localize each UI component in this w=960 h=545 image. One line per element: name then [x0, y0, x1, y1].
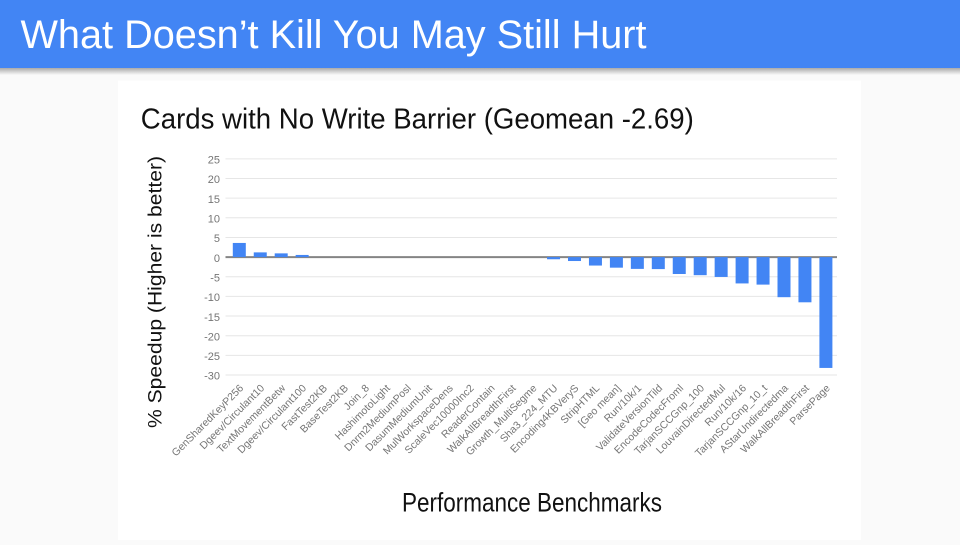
- svg-text:-30: -30: [204, 371, 220, 383]
- svg-text:5: 5: [214, 233, 220, 245]
- svg-text:15: 15: [208, 194, 220, 206]
- svg-text:-5: -5: [210, 272, 220, 284]
- svg-text:Performance Benchmarks: Performance Benchmarks: [402, 488, 662, 518]
- svg-text:25: 25: [208, 155, 220, 167]
- svg-text:-15: -15: [204, 312, 220, 324]
- svg-text:What Doesn’t Kill You May Stil: What Doesn’t Kill You May Still Hurt: [21, 13, 647, 57]
- svg-text:Cards with No Write Barrier (G: Cards with No Write Barrier (Geomean -2.…: [141, 103, 694, 135]
- svg-text:20: 20: [208, 174, 220, 186]
- svg-text:% Speedup (Higher is better): % Speedup (Higher is better): [145, 156, 167, 428]
- svg-text:-25: -25: [204, 351, 220, 363]
- svg-text:10: 10: [208, 214, 220, 226]
- svg-text:-10: -10: [204, 292, 220, 304]
- svg-text:-20: -20: [204, 331, 220, 343]
- svg-text:0: 0: [214, 253, 220, 265]
